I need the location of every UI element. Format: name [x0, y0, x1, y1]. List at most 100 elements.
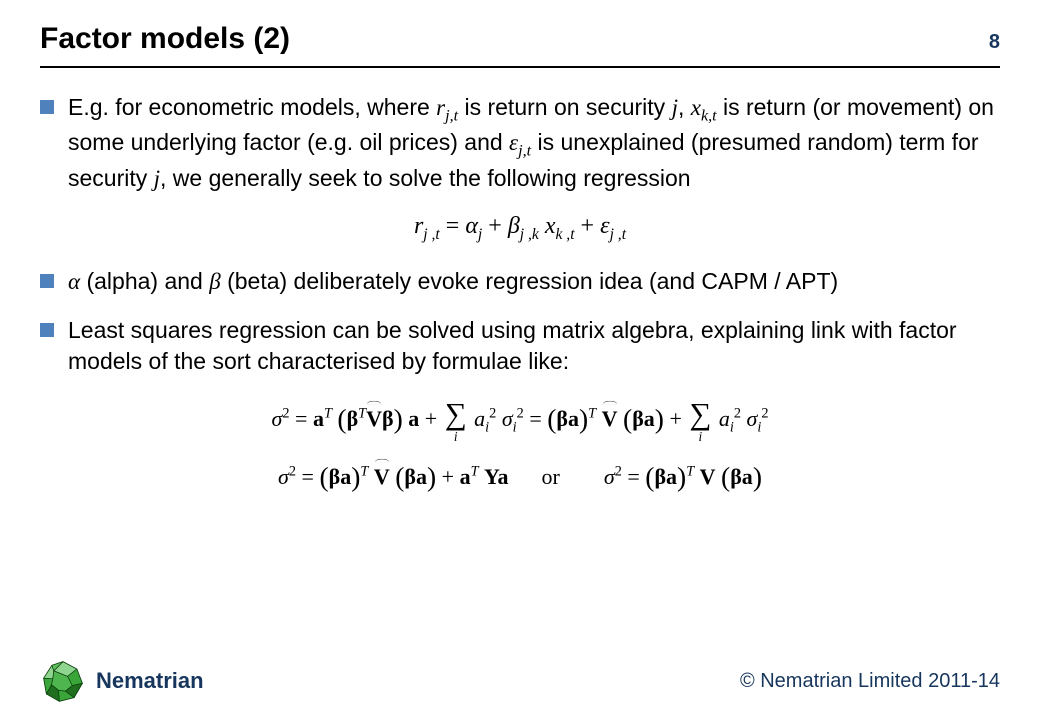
l1-ai2sup: 2: [734, 406, 741, 422]
brand: Nematrian: [40, 658, 204, 704]
l2-T2: T: [471, 464, 479, 480]
l2-lpb4: (: [721, 461, 730, 492]
l1-a2: a: [408, 406, 419, 431]
bullet-2-text: α (alpha) and β (beta) deliberately evok…: [68, 266, 838, 297]
b2-alpha: α: [68, 269, 80, 294]
l2-T: T: [360, 464, 368, 480]
copyright: © Nematrian Limited 2011-14: [740, 670, 1000, 693]
l2-ba4: βa: [730, 464, 753, 489]
eq1-plus2: +: [581, 213, 601, 239]
b1-sub3: k,t: [701, 108, 717, 125]
l2-sigma2: σ: [604, 464, 615, 489]
l1-sigma: σ: [272, 406, 283, 431]
l1-rpb: ): [579, 403, 588, 434]
bullet-square-icon: [40, 274, 54, 288]
l1-plus: +: [425, 406, 443, 431]
l2-V: V: [700, 464, 716, 489]
eq1-alpha: α: [465, 213, 478, 239]
b2-beta: β: [209, 269, 220, 294]
b1-var1: r: [436, 95, 445, 120]
l2-sq: 2: [289, 464, 296, 480]
footer: Nematrian © Nematrian Limited 2011-14: [0, 658, 1040, 704]
l2-lpb2: (: [395, 461, 404, 492]
l1-lpb: (: [547, 403, 556, 434]
eq1-beta: β: [508, 213, 520, 239]
eq1-eps: ε: [600, 213, 609, 239]
eq1-eq: =: [446, 213, 466, 239]
b1-mid2: ,: [678, 94, 691, 120]
l2-rpb2: ): [427, 461, 436, 492]
b1-sub4: j,t: [518, 143, 531, 160]
eq1-r: r: [414, 213, 423, 239]
b2-mida: (alpha) and: [80, 268, 209, 294]
bullet-3-text: Least squares regression can be solved u…: [68, 315, 1000, 377]
l1-T: T: [324, 406, 332, 422]
l1-sum2: ∑: [689, 399, 711, 430]
l2-plus: +: [442, 464, 460, 489]
b1-mid1: is return on security: [458, 94, 671, 120]
l1-Tc: T: [588, 406, 596, 422]
bullet-square-icon: [40, 100, 54, 114]
l2-lpb3: (: [645, 461, 654, 492]
l1-sigi2sub: i: [757, 420, 761, 436]
l1-sigisup: 2: [517, 406, 524, 422]
l1-betaT: β: [347, 406, 359, 431]
l1-ai2sub: i: [730, 420, 734, 436]
l2-Y: Y: [484, 464, 497, 489]
l1-sq: 2: [282, 406, 289, 422]
eq1-alphasub: j: [478, 225, 482, 242]
l2-aT: a: [460, 464, 471, 489]
l2-rpb: ): [351, 461, 360, 492]
bullet-3: Least squares regression can be solved u…: [40, 315, 1000, 377]
l2-Vhat: V: [374, 459, 390, 494]
l2-a3: a: [498, 464, 509, 489]
title-row: Factor models (2) 8: [40, 22, 1000, 56]
equation-regression: rj ,t = αj + βj ,k xk ,t + εj ,t: [40, 212, 1000, 245]
l1-rp: ): [394, 403, 403, 434]
eq1-epssub: j ,t: [610, 225, 626, 242]
l1-Tb: T: [358, 406, 366, 422]
l1-sigi: σ: [502, 406, 513, 431]
l1-eq2: =: [529, 406, 547, 431]
l1-eq: =: [295, 406, 313, 431]
eq1-xsub: k ,t: [555, 225, 574, 242]
page-number: 8: [989, 31, 1000, 54]
b1-var3: x: [691, 95, 701, 120]
eq1-rsub: j ,t: [423, 225, 439, 242]
l1-a: a: [313, 406, 324, 431]
l1-sum: ∑: [445, 399, 467, 430]
l1-lp: (: [337, 403, 346, 434]
sum-icon: ∑i: [689, 399, 711, 443]
b2-tail: (beta) deliberately evoke regression ide…: [221, 268, 838, 294]
l2-T3: T: [686, 464, 694, 480]
b1-prefix: E.g. for econometric models, where: [68, 94, 436, 120]
bullet-1-text: E.g. for econometric models, where rj,t …: [68, 92, 1000, 194]
bullet-square-icon: [40, 323, 54, 337]
content-area: E.g. for econometric models, where rj,t …: [40, 68, 1000, 497]
l2-lpb: (: [319, 461, 328, 492]
l2-eq2: =: [627, 464, 645, 489]
l1-Vhat: V: [366, 401, 382, 436]
slide: Factor models (2) 8 E.g. for econometric…: [0, 0, 1040, 720]
sum-icon: ∑i: [445, 399, 467, 443]
l1-sumidx: i: [445, 430, 467, 443]
l2-eq: =: [302, 464, 320, 489]
b1-sub1: j,t: [445, 108, 458, 125]
equation-variance-line1: σ2 = aT (βTVβ) a + ∑i ai2 σi2 = (βa)T V …: [40, 395, 1000, 443]
l1-aisub: i: [485, 420, 489, 436]
l2-ba3: βa: [654, 464, 677, 489]
bullet-2: α (alpha) and β (beta) deliberately evok…: [40, 266, 1000, 297]
l1-rpb2: ): [655, 403, 664, 434]
eq1-plus1: +: [488, 213, 508, 239]
l1-ai2: a: [719, 406, 730, 431]
l2-sq2: 2: [615, 464, 622, 480]
l1-ba2: βa: [632, 406, 655, 431]
brand-name: Nematrian: [96, 668, 204, 694]
equation-variance-line2: σ2 = (βa)T V (βa) + aT Ya or σ2 = (βa)T …: [40, 453, 1000, 497]
l2-ba: βa: [329, 464, 352, 489]
l1-lpb2: (: [623, 403, 632, 434]
l2-rpb3: ): [677, 461, 686, 492]
bullet-1: E.g. for econometric models, where rj,t …: [40, 92, 1000, 194]
l2-sigma: σ: [278, 464, 289, 489]
l1-aisup: 2: [489, 406, 496, 422]
